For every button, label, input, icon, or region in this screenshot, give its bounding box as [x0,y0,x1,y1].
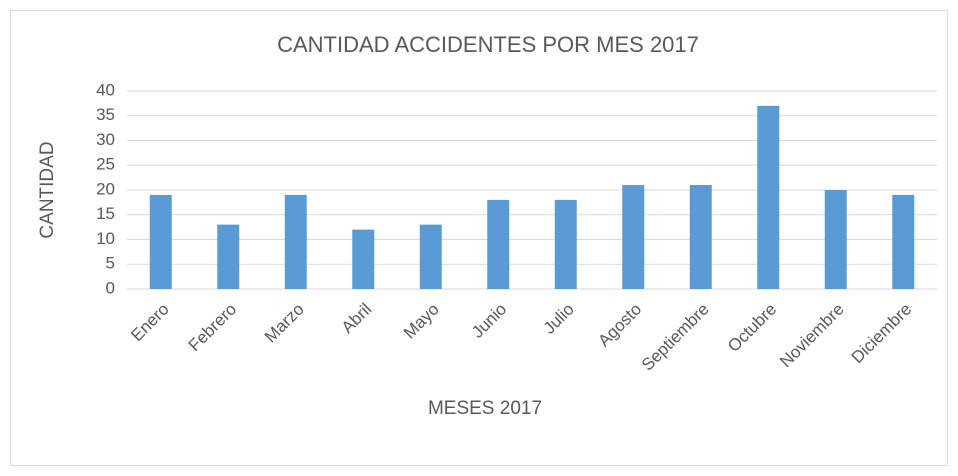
bar [217,224,240,289]
bar [554,199,577,289]
bar [757,105,780,289]
bar [689,185,712,289]
bar [284,194,307,289]
y-tick-label: 20 [96,179,115,198]
y-tick-label: 0 [106,278,115,297]
y-axis-label: CANTIDAD [37,141,58,238]
bar [149,194,172,289]
y-tick-label: 25 [96,155,115,174]
bar [622,185,645,289]
bar [419,224,442,289]
y-tick-label: 40 [96,80,115,99]
chart-title: CANTIDAD ACCIDENTES POR MES 2017 [277,32,699,57]
y-tick-label: 10 [96,229,115,248]
y-tick-label: 35 [96,105,115,124]
x-axis-label: MESES 2017 [428,398,542,419]
y-tick-label: 30 [96,130,115,149]
bar [487,199,510,289]
bar [352,229,375,289]
bar [892,194,915,289]
bar [824,190,847,289]
y-tick-label: 15 [96,204,115,223]
y-tick-label: 5 [106,254,115,273]
